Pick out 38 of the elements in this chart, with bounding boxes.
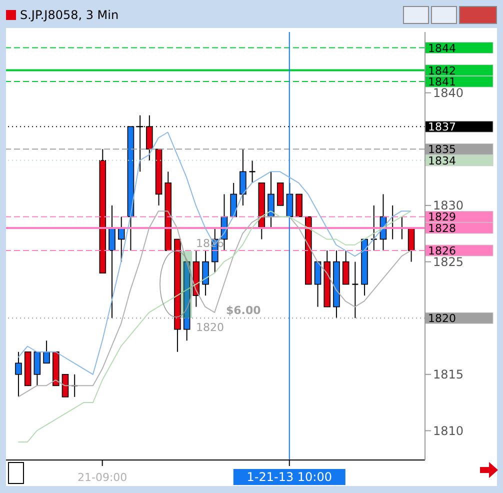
x-tick-label: 21-09:00 [77, 471, 128, 484]
candlestick [248, 160, 256, 184]
candlestick [62, 374, 69, 398]
ref-line-label: 1834 [428, 154, 456, 168]
candlestick [370, 204, 378, 252]
candlestick [108, 204, 116, 319]
y-tick-label: 1830 [433, 198, 464, 213]
ref-line-label: 1844 [428, 42, 456, 55]
ref-line-label: 1829 [428, 210, 456, 224]
annotation: $6.00 [226, 304, 262, 317]
chart-title: S.JP.J8058, 3 Min [20, 8, 119, 22]
y-tick-label: 1810 [433, 424, 464, 438]
candlestick [240, 148, 246, 206]
candlestick [15, 351, 22, 398]
candlestick [352, 261, 359, 319]
candlestick [296, 194, 302, 218]
x-tick-label: 1-21-13 10:00 [246, 470, 332, 484]
candlestick [34, 351, 41, 386]
ref-line-label: 1826 [428, 244, 456, 258]
candlestick [230, 182, 237, 218]
candlestick [202, 250, 209, 296]
ref-line-label: 1842 [428, 64, 456, 78]
candlestick [43, 340, 50, 364]
line-series [18, 132, 412, 375]
ref-line-label: 1820 [428, 312, 456, 326]
y-tick-label: 1825 [433, 255, 464, 270]
y-tick-label: 1815 [433, 368, 464, 382]
y-tick-label: 1840 [433, 86, 464, 100]
ref-line-label: 1837 [428, 120, 456, 134]
ref-line-label: 1835 [428, 143, 456, 156]
annotation: 1820 [196, 321, 224, 334]
ref-line-label: 1841 [428, 76, 456, 89]
candlestick [268, 171, 274, 228]
candlestick [118, 216, 125, 262]
candlestick [314, 261, 322, 308]
candlestick [276, 182, 284, 206]
candlestick [342, 250, 350, 285]
ref-line-label: 1828 [428, 222, 456, 235]
